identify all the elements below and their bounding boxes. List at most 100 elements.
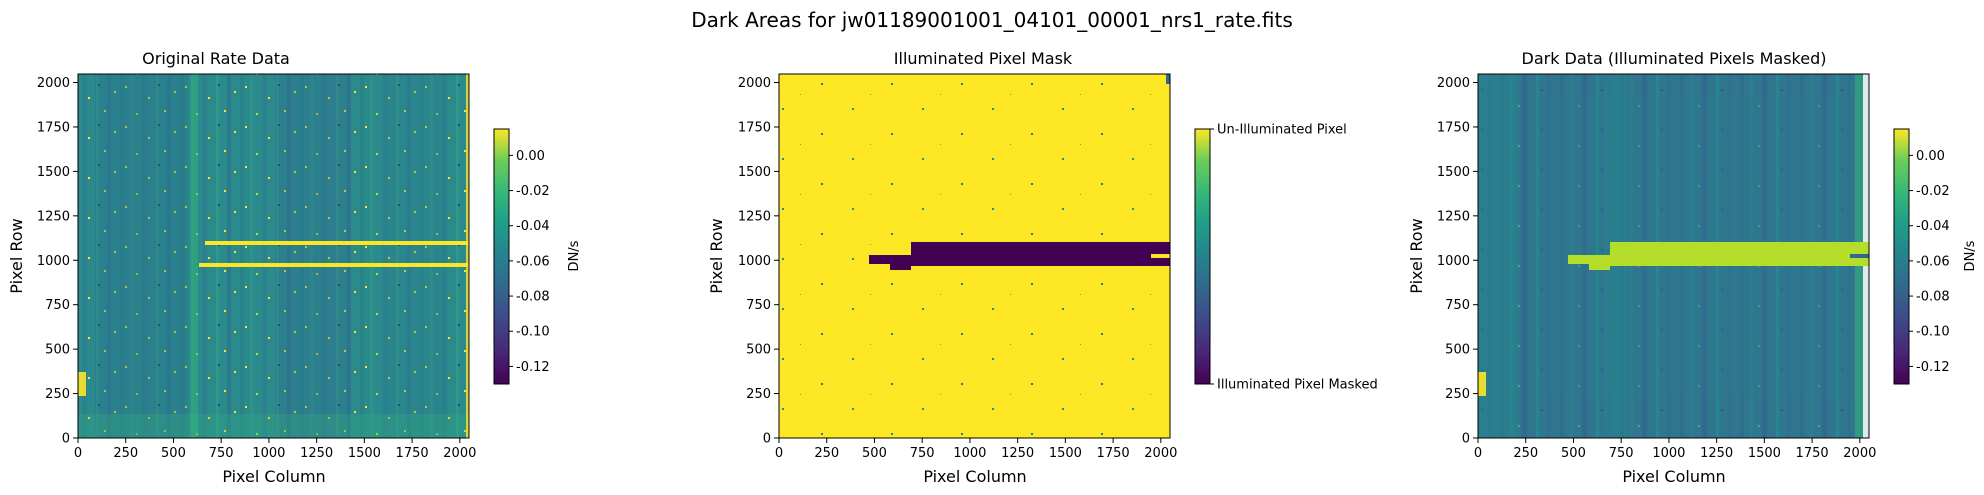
mask-band-right-notch xyxy=(1151,254,1170,258)
colorbar-tick-label: -0.12 xyxy=(1916,360,1950,375)
y-axis: 0 250 500 750 1000 1250 1500 1750 2000 xyxy=(37,76,78,447)
x-tick-label: 250 xyxy=(113,446,138,461)
y-tick-label: 250 xyxy=(746,387,771,402)
y-axis: 0 250 500 750 1000 1250 1500 1750 2000 xyxy=(738,76,779,447)
bright-column xyxy=(191,74,198,438)
x-axis: 0 250 500 750 1000 1250 1500 1750 2000 xyxy=(1474,438,1876,461)
colorbar-tick-label: Un-Illuminated Pixel xyxy=(1217,123,1347,138)
y-tick-label: 500 xyxy=(1445,343,1470,358)
y-tick-label: 2000 xyxy=(738,76,771,91)
x-tick-label: 0 xyxy=(775,446,783,461)
y-tick-label: 500 xyxy=(45,343,70,358)
y-axis-label: Pixel Row xyxy=(707,218,726,293)
panel-original-rate: Original Rate Data 0 250 500 750 1000 1250 150… xyxy=(7,49,582,486)
x-tick-label: 750 xyxy=(1609,446,1634,461)
y-tick-label: 1500 xyxy=(738,165,771,180)
right-darker-region xyxy=(385,74,447,438)
right-edge-strip xyxy=(466,74,469,438)
masked-band-main xyxy=(1610,242,1869,266)
y-axis-label: Pixel Row xyxy=(7,218,26,293)
y-tick-label: 750 xyxy=(45,298,70,313)
x-tick-label: 250 xyxy=(814,446,839,461)
y-tick-label: 1000 xyxy=(37,254,70,269)
colorbar-tick-label: -0.02 xyxy=(516,184,550,199)
plot-frame xyxy=(1477,73,1870,439)
colorbar-ticks: 0.00 -0.02 -0.04 -0.06 -0.08 -0.10 -0.12 xyxy=(1909,149,1950,375)
left-darker-region xyxy=(95,74,188,438)
x-tick-label: 1500 xyxy=(1049,446,1082,461)
colorbar-tick-label: 0.00 xyxy=(1916,149,1945,164)
colorbar-ticks: Un-Illuminated Pixel Illuminated Pixel Ma… xyxy=(1210,123,1378,393)
heatmap-image xyxy=(1478,74,1869,438)
colorbar-label: DN/s xyxy=(567,240,582,271)
x-tick-label: 500 xyxy=(1561,446,1586,461)
colorbar-gradient xyxy=(1194,128,1211,385)
panel-title: Illuminated Pixel Mask xyxy=(894,49,1073,68)
y-tick-label: 250 xyxy=(45,387,70,402)
y-tick-label: 500 xyxy=(746,343,771,358)
colorbar-tick-label: -0.02 xyxy=(1916,184,1950,199)
y-tick-label: 250 xyxy=(1445,387,1470,402)
y-tick-label: 1250 xyxy=(37,209,70,224)
colorbar-label: DN/s xyxy=(1963,240,1978,271)
mask-band-left xyxy=(869,255,911,264)
lower-trace xyxy=(199,263,469,267)
x-tick-label: 1750 xyxy=(1097,446,1130,461)
x-axis: 0 250 500 750 1000 1250 1500 1750 2000 xyxy=(74,438,476,461)
colorbar-tick-label: -0.12 xyxy=(516,360,550,375)
panel-title: Original Rate Data xyxy=(142,49,290,68)
y-axis-label: Pixel Row xyxy=(1407,218,1426,293)
colorbar-tick-label: -0.04 xyxy=(516,219,550,234)
x-tick-label: 500 xyxy=(161,446,186,461)
x-tick-label: 1500 xyxy=(1748,446,1781,461)
y-tick-label: 0 xyxy=(62,432,70,447)
y-tick-label: 0 xyxy=(763,432,771,447)
x-tick-label: 1500 xyxy=(348,446,381,461)
x-tick-label: 750 xyxy=(209,446,234,461)
y-tick-label: 1750 xyxy=(37,120,70,135)
heatmap-background xyxy=(78,74,469,438)
upper-trace xyxy=(205,241,469,245)
x-tick-label: 1750 xyxy=(1796,446,1829,461)
heatmap-image xyxy=(78,74,469,438)
colorbar: Un-Illuminated Pixel Illuminated Pixel Ma… xyxy=(1194,123,1378,393)
colorbar-tick-label: -0.08 xyxy=(516,290,550,305)
x-tick-label: 2000 xyxy=(1144,446,1177,461)
y-tick-label: 2000 xyxy=(37,76,70,91)
colorbar: 0.00 -0.02 -0.04 -0.06 -0.08 -0.10 -0.12 DN/s xyxy=(1893,128,1978,385)
bottom-left-hotspot xyxy=(1478,372,1486,396)
x-axis-label: Pixel Column xyxy=(222,467,325,486)
colorbar-tick-label: -0.10 xyxy=(1916,325,1950,340)
x-axis-label: Pixel Column xyxy=(923,467,1026,486)
y-tick-label: 1750 xyxy=(1437,120,1470,135)
y-tick-label: 0 xyxy=(1462,432,1470,447)
figure-title: Dark Areas for jw01189001001_04101_00001… xyxy=(691,8,1293,32)
x-tick-label: 0 xyxy=(74,446,82,461)
masked-band-step xyxy=(1589,264,1610,270)
x-tick-label: 1000 xyxy=(953,446,986,461)
plot-frame xyxy=(77,73,470,439)
colorbar-tick-label: -0.06 xyxy=(1916,254,1950,269)
colorbar-tick-label: -0.04 xyxy=(1916,219,1950,234)
x-tick-label: 1750 xyxy=(396,446,429,461)
colorbar-ticks: 0.00 -0.02 -0.04 -0.06 -0.08 -0.10 -0.12 xyxy=(509,149,550,375)
x-tick-label: 0 xyxy=(1474,446,1482,461)
x-tick-label: 1000 xyxy=(1652,446,1685,461)
mask-band-main xyxy=(911,242,1170,266)
y-tick-label: 1250 xyxy=(738,209,771,224)
x-tick-label: 750 xyxy=(910,446,935,461)
plot-frame xyxy=(778,73,1171,439)
middle-darker-region xyxy=(275,74,350,438)
y-tick-label: 750 xyxy=(746,298,771,313)
colorbar: 0.00 -0.02 -0.04 -0.06 -0.08 -0.10 -0.12 DN/s xyxy=(493,128,582,385)
x-tick-label: 2000 xyxy=(443,446,476,461)
x-axis: 0 250 500 750 1000 1250 1500 1750 2000 xyxy=(775,438,1177,461)
x-tick-label: 1250 xyxy=(1700,446,1733,461)
x-tick-label: 1250 xyxy=(1001,446,1034,461)
colorbar-gradient xyxy=(493,128,510,385)
x-axis-label: Pixel Column xyxy=(1622,467,1725,486)
x-tick-label: 2000 xyxy=(1843,446,1876,461)
top-right-corner-mark xyxy=(1166,74,1170,84)
colorbar-tick-label: 0.00 xyxy=(516,149,545,164)
